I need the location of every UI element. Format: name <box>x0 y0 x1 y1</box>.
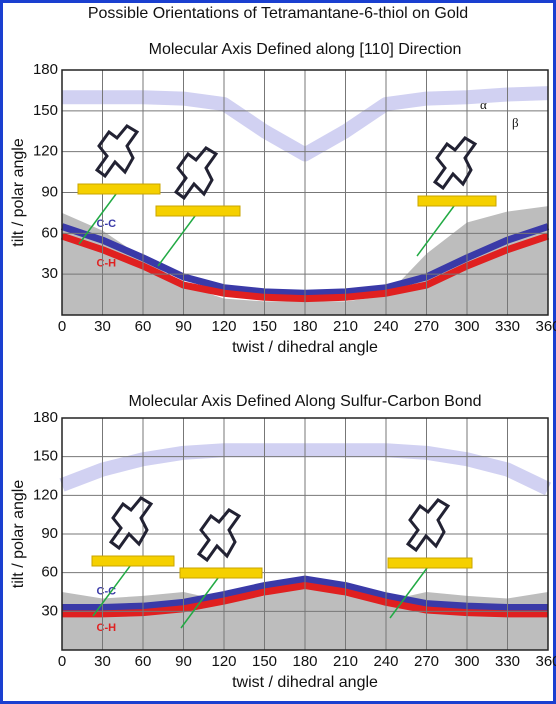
figure-title: Possible Orientations of Tetramantane-6-… <box>88 5 468 22</box>
x-tick-label: 120 <box>211 653 236 670</box>
plot-border <box>61 69 549 316</box>
molecule <box>405 498 451 553</box>
x-tick-label: 60 <box>135 318 152 335</box>
x-tick-label: 300 <box>454 318 479 335</box>
gold-surface <box>91 555 175 567</box>
x-tick-label: 210 <box>333 318 358 335</box>
x-tick-label: 150 <box>252 653 277 670</box>
x-tick-label: 270 <box>414 318 439 335</box>
chart-title: Molecular Axis Defined Along Sulfur-Carb… <box>128 393 481 410</box>
x-tick-label: 60 <box>135 653 152 670</box>
series-label: C-H <box>97 622 117 634</box>
gold-surface <box>179 567 263 579</box>
gold-surface <box>387 557 473 569</box>
x-tick-label: 30 <box>94 318 111 335</box>
y-tick-label: 90 <box>41 183 58 200</box>
x-tick-label: 240 <box>373 653 398 670</box>
y-tick-label: 60 <box>41 224 58 241</box>
plot-border <box>61 417 549 651</box>
x-tick-label: 90 <box>175 318 192 335</box>
x-tick-label: 90 <box>175 653 192 670</box>
x-tick-label: 0 <box>58 653 66 670</box>
x-tick-label: 30 <box>94 653 111 670</box>
pointer <box>157 211 199 267</box>
molecule <box>94 124 140 179</box>
x-tick-label: 120 <box>211 318 236 335</box>
x-tick-label: 180 <box>292 653 317 670</box>
gold-surface <box>77 183 161 195</box>
x-tick-label: 330 <box>495 318 520 335</box>
y-tick-label: 150 <box>33 448 58 465</box>
x-tick-label: 360 <box>535 653 556 670</box>
series-label: C-C <box>97 218 117 230</box>
pointer <box>180 573 222 629</box>
series-label: C-C <box>97 585 117 597</box>
gold-surface <box>417 195 497 207</box>
x-tick-label: 360 <box>535 318 556 335</box>
pointer <box>389 563 431 619</box>
y-tick-label: 120 <box>33 143 58 160</box>
x-tick-label: 330 <box>495 653 520 670</box>
x-axis-label: twist / dihedral angle <box>232 339 378 356</box>
x-tick-label: 240 <box>373 318 398 335</box>
annotation: α <box>480 97 487 112</box>
pointer <box>416 201 458 257</box>
annotation: β <box>512 115 519 130</box>
x-tick-label: 180 <box>292 318 317 335</box>
y-tick-label: 180 <box>33 61 58 78</box>
pointer <box>92 561 134 617</box>
x-tick-label: 300 <box>454 653 479 670</box>
x-tick-label: 150 <box>252 318 277 335</box>
y-tick-label: 120 <box>33 486 58 503</box>
y-axis-label: tilt / polar angle <box>10 138 27 247</box>
y-tick-label: 90 <box>41 525 58 542</box>
molecule <box>173 146 219 201</box>
chart-title: Molecular Axis Defined along [110] Direc… <box>149 41 462 58</box>
y-tick-label: 60 <box>41 564 58 581</box>
y-tick-label: 30 <box>41 265 58 282</box>
molecule <box>196 508 242 563</box>
x-tick-label: 0 <box>58 318 66 335</box>
x-axis-label: twist / dihedral angle <box>232 674 378 691</box>
y-tick-label: 30 <box>41 602 58 619</box>
y-tick-label: 150 <box>33 102 58 119</box>
molecule <box>432 136 478 191</box>
x-tick-label: 270 <box>414 653 439 670</box>
gold-surface <box>155 205 241 217</box>
y-axis-label: tilt / polar angle <box>10 480 27 589</box>
series-label: C-H <box>97 258 117 270</box>
pointer <box>78 189 120 245</box>
y-tick-label: 180 <box>33 409 58 426</box>
x-tick-label: 210 <box>333 653 358 670</box>
molecule <box>108 496 154 551</box>
